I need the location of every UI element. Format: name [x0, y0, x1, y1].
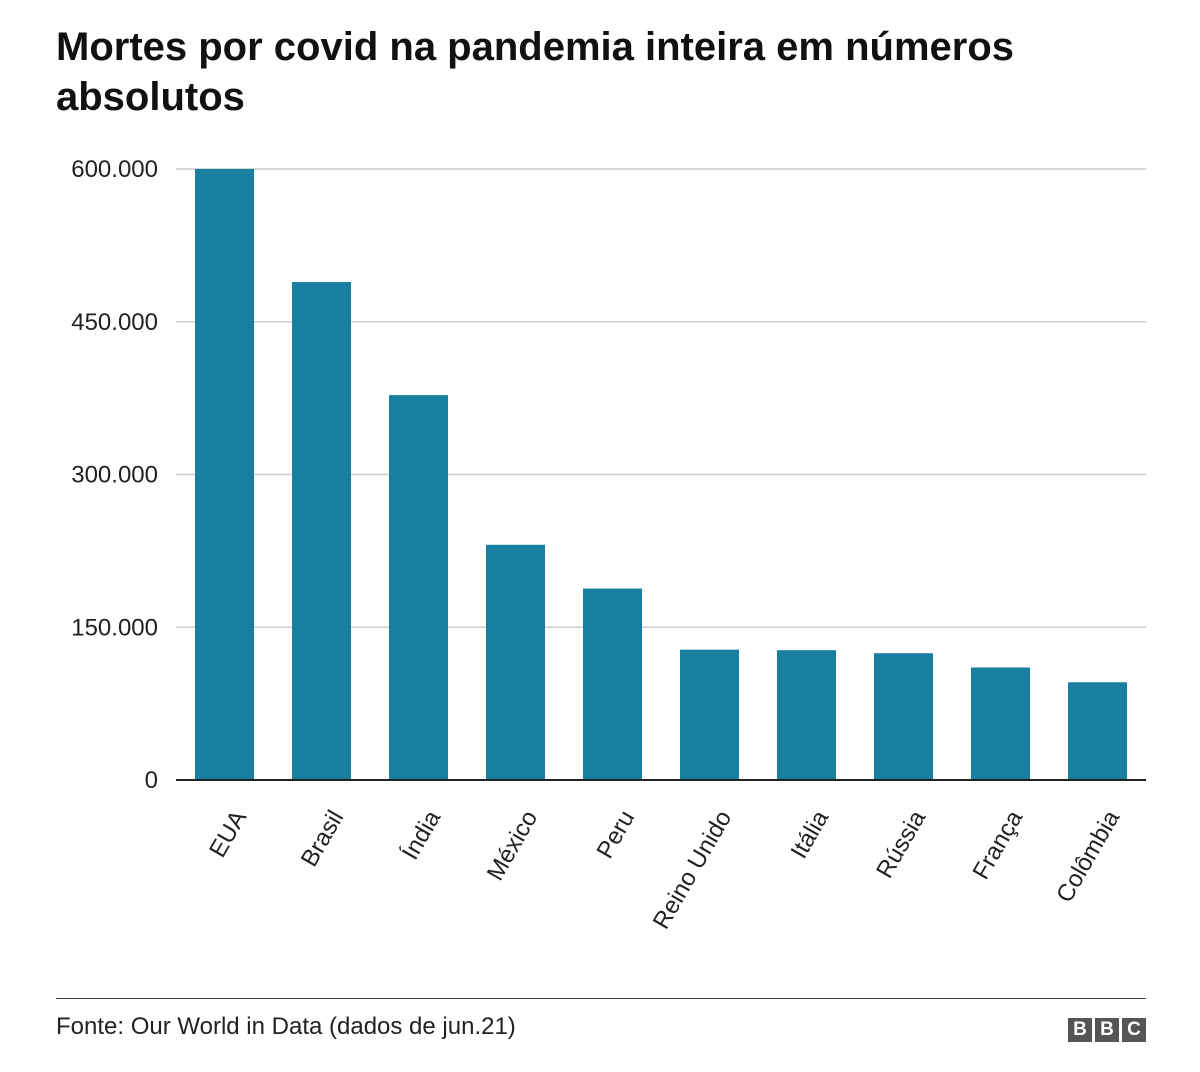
x-category-label: Brasil	[296, 806, 349, 871]
x-category-label: Itália	[786, 805, 835, 863]
x-category-label: Reino Unido	[648, 806, 737, 934]
y-tick-label: 0	[145, 767, 158, 794]
x-axis-category-labels: EUA Brasil Índia México Peru Reino Unido Itáli…	[204, 805, 1125, 933]
source-note: Fonte: Our World in Data (dados de jun.2…	[56, 1013, 516, 1040]
x-category-label: EUA	[204, 806, 252, 862]
bar-frança	[971, 667, 1030, 780]
bar-reino-unido	[680, 649, 739, 780]
y-tick-label: 600.000	[71, 156, 158, 183]
y-tick-label: 150.000	[71, 614, 158, 641]
x-category-label: Peru	[592, 806, 641, 863]
y-tick-label: 300.000	[71, 462, 158, 489]
bbc-logo-letter: B	[1095, 1018, 1119, 1042]
x-category-label: Colômbia	[1051, 805, 1125, 907]
y-axis-tick-labels: 0 150.000 300.000 450.000 600.000	[71, 156, 158, 794]
chart-title: Mortes por covid na pandemia inteira em …	[56, 25, 1015, 119]
bar-peru	[583, 588, 642, 780]
x-category-label: Índia	[397, 805, 447, 864]
bbc-logo-letter: B	[1068, 1018, 1092, 1042]
bar-eua	[195, 169, 254, 780]
bar-chart: 0 150.000 300.000 450.000 600.000 EUA Brasil Í…	[71, 156, 1146, 934]
bar-itália	[777, 650, 836, 780]
bars	[195, 169, 1127, 780]
x-category-label: França	[968, 805, 1029, 884]
x-category-label: Rússia	[871, 805, 931, 883]
x-category-label: México	[482, 806, 543, 885]
footer-divider	[56, 998, 1146, 999]
bbc-logo: B B C	[1068, 1018, 1146, 1042]
bbc-logo-letter: C	[1122, 1018, 1146, 1042]
bar-colômbia	[1068, 682, 1127, 780]
bar-brasil	[292, 282, 351, 780]
bar-méxico	[486, 544, 545, 780]
y-tick-label: 450.000	[71, 309, 158, 336]
bar-rússia	[874, 653, 933, 780]
bar-índia	[389, 395, 448, 780]
